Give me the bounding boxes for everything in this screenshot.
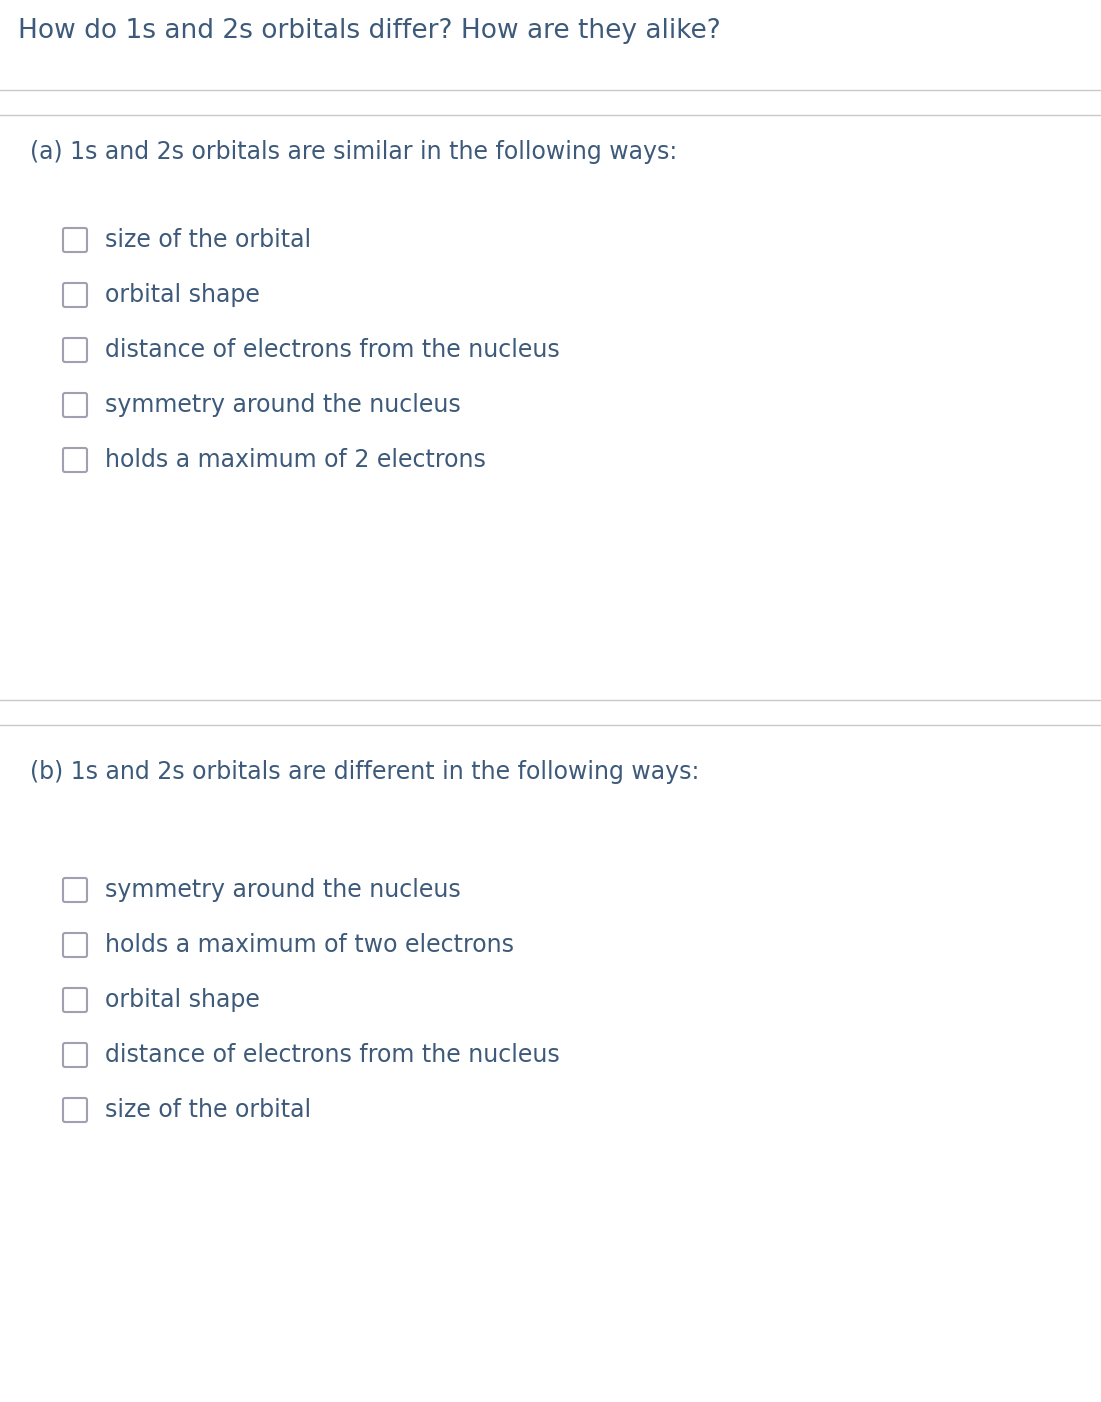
Text: holds a maximum of two electrons: holds a maximum of two electrons	[105, 932, 514, 958]
Text: holds a maximum of 2 electrons: holds a maximum of 2 electrons	[105, 449, 486, 472]
FancyBboxPatch shape	[63, 393, 87, 416]
FancyBboxPatch shape	[63, 932, 87, 958]
FancyBboxPatch shape	[63, 449, 87, 472]
Text: distance of electrons from the nucleus: distance of electrons from the nucleus	[105, 1043, 559, 1067]
FancyBboxPatch shape	[63, 283, 87, 307]
FancyBboxPatch shape	[63, 878, 87, 901]
Text: (b) 1s and 2s orbitals are different in the following ways:: (b) 1s and 2s orbitals are different in …	[30, 760, 699, 784]
Text: size of the orbital: size of the orbital	[105, 1098, 312, 1122]
Text: orbital shape: orbital shape	[105, 988, 260, 1012]
FancyBboxPatch shape	[63, 338, 87, 362]
FancyBboxPatch shape	[63, 1098, 87, 1122]
Text: distance of electrons from the nucleus: distance of electrons from the nucleus	[105, 338, 559, 362]
Text: size of the orbital: size of the orbital	[105, 229, 312, 252]
Text: orbital shape: orbital shape	[105, 283, 260, 307]
Text: symmetry around the nucleus: symmetry around the nucleus	[105, 393, 460, 416]
Text: How do 1s and 2s orbitals differ? How are they alike?: How do 1s and 2s orbitals differ? How ar…	[18, 18, 721, 43]
FancyBboxPatch shape	[63, 988, 87, 1012]
Text: (a) 1s and 2s orbitals are similar in the following ways:: (a) 1s and 2s orbitals are similar in th…	[30, 140, 677, 164]
FancyBboxPatch shape	[63, 1043, 87, 1067]
FancyBboxPatch shape	[63, 229, 87, 252]
Text: symmetry around the nucleus: symmetry around the nucleus	[105, 878, 460, 901]
